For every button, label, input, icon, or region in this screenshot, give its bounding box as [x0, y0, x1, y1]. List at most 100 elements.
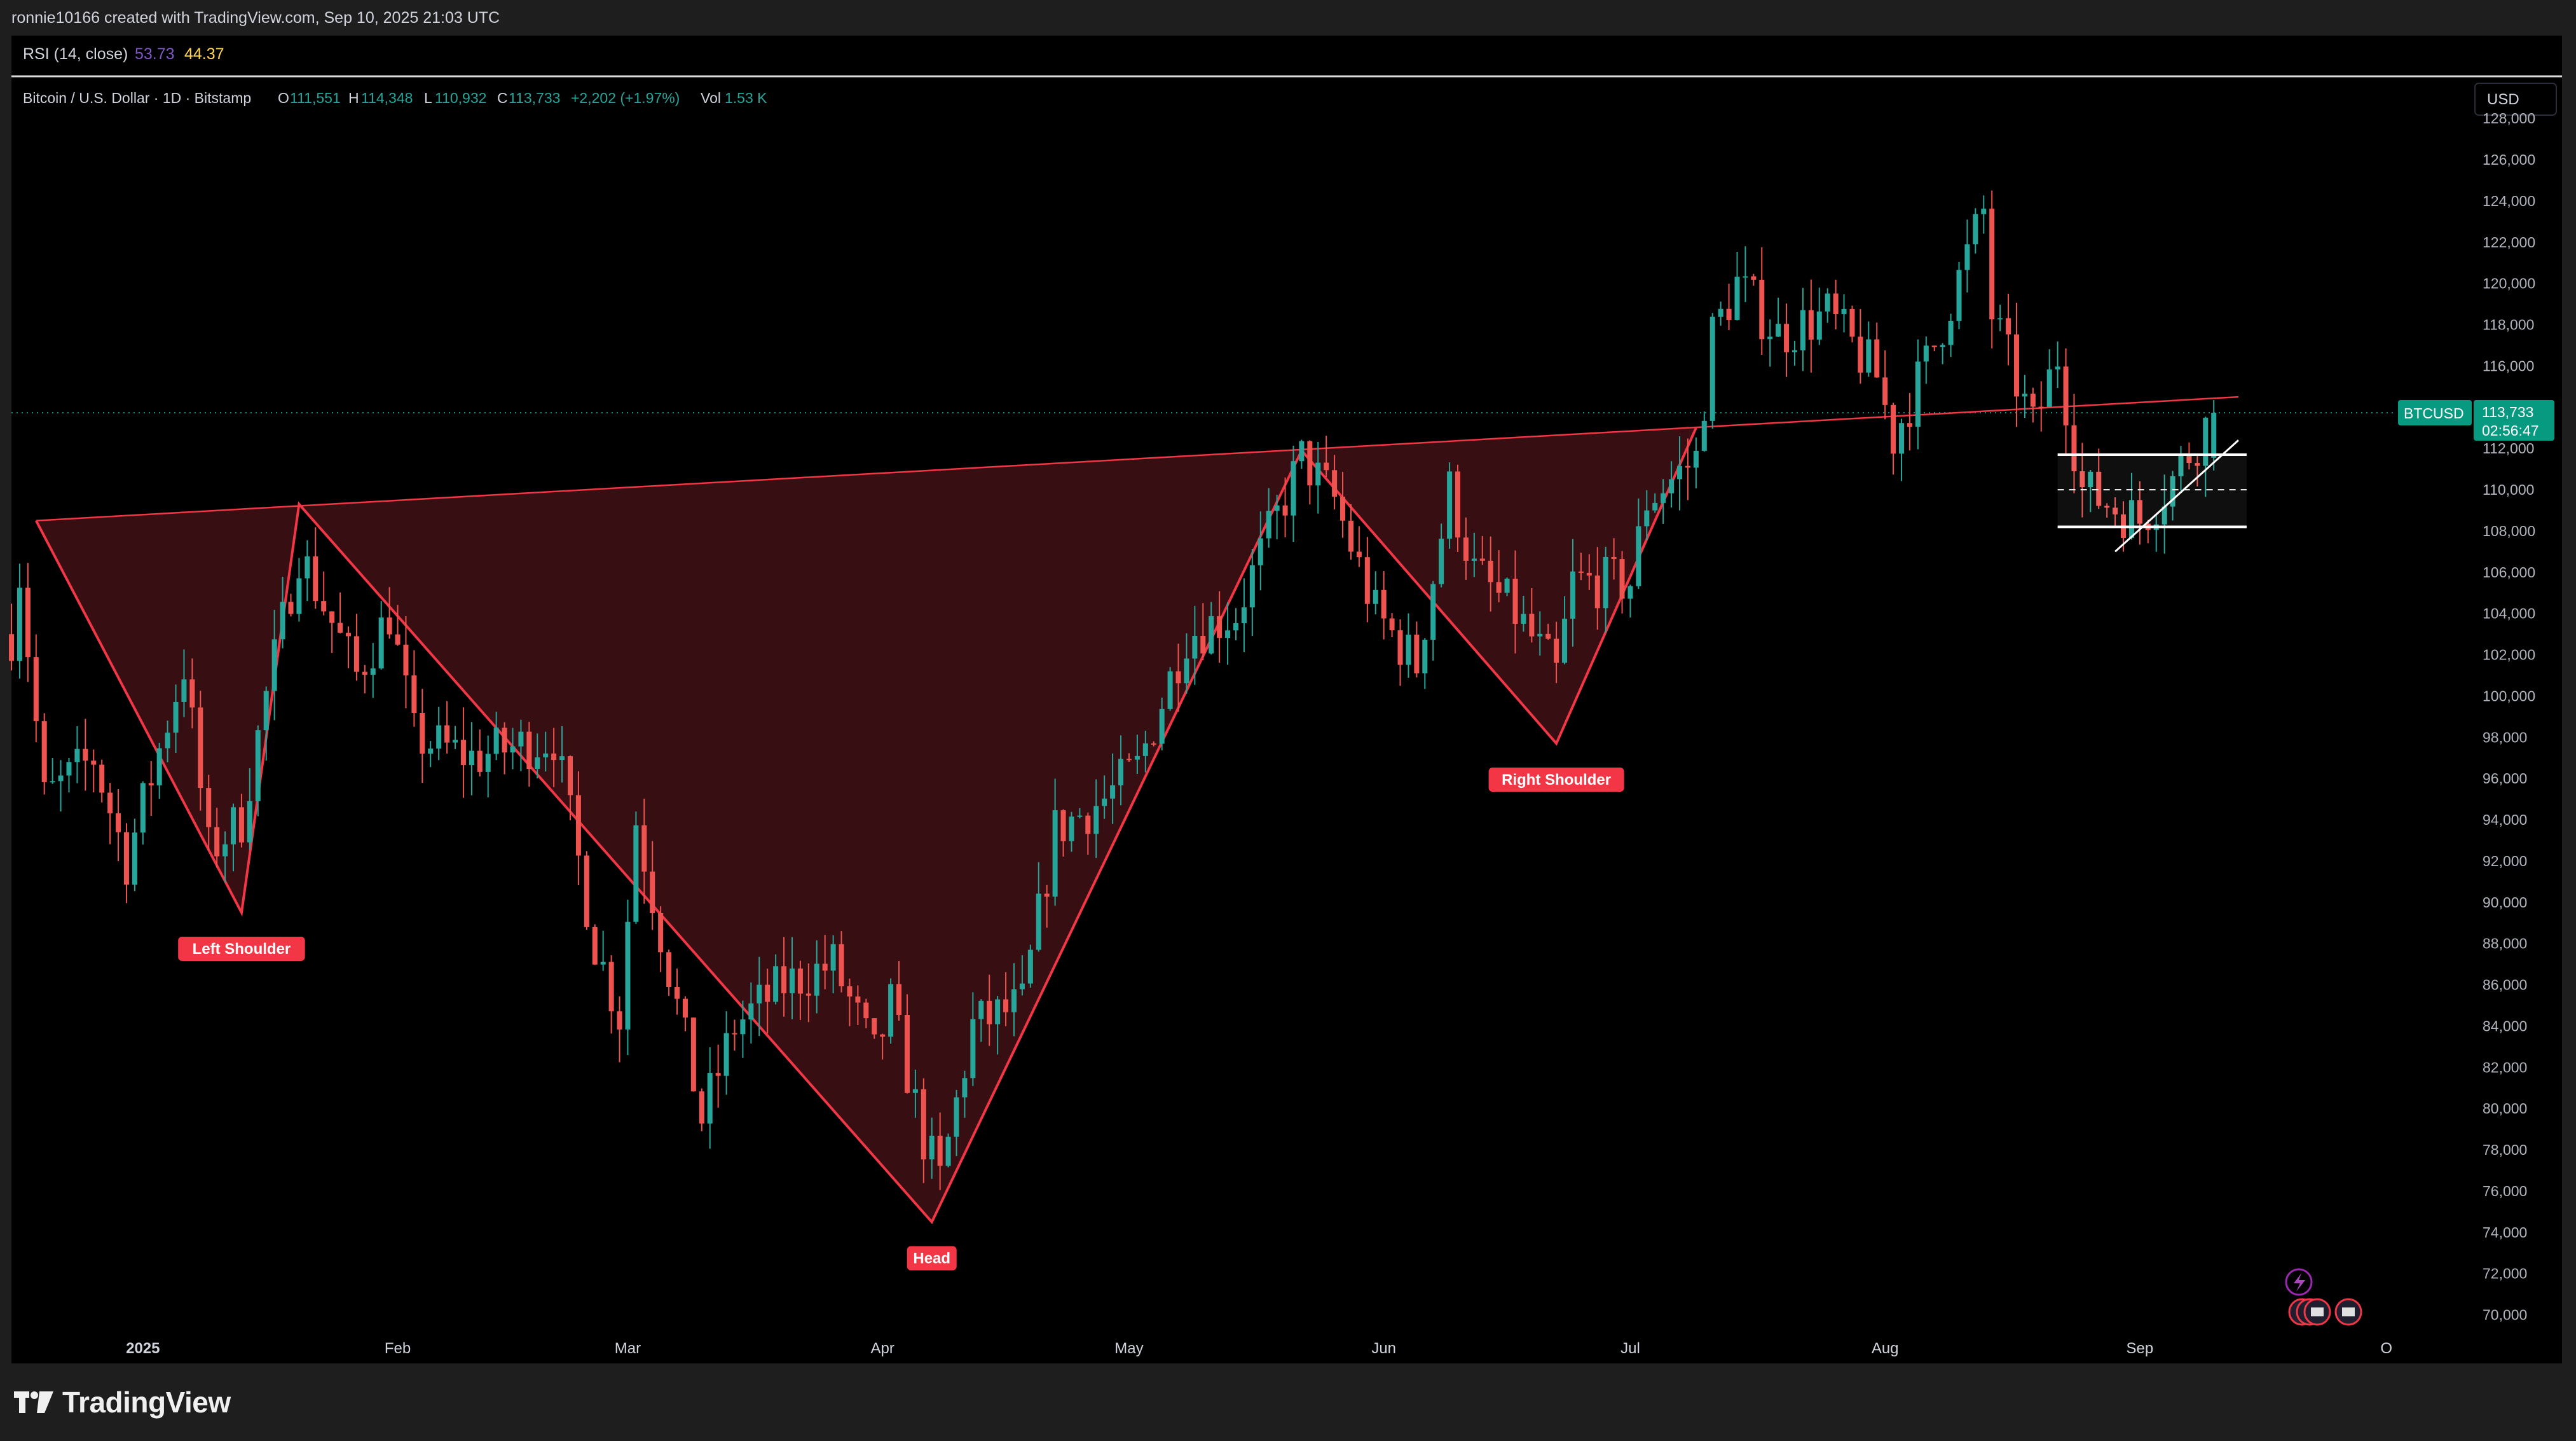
candle-body — [1529, 614, 1535, 637]
price-tag-symbol: BTCUSD — [2404, 405, 2464, 422]
candle-body — [1340, 497, 1346, 521]
candle-body — [1060, 810, 1066, 841]
x-tick-label: Jul — [1620, 1340, 1640, 1357]
candle-body — [757, 984, 762, 1003]
pattern-label-box — [178, 937, 305, 962]
candle-body — [805, 993, 811, 996]
candle-body — [1718, 308, 1723, 317]
candle-body — [2046, 369, 2052, 407]
candle-body — [1134, 755, 1140, 760]
candle-body — [765, 984, 771, 1002]
candle-body — [2195, 463, 2200, 466]
candle-body — [2055, 366, 2060, 369]
event-markers[interactable] — [2285, 1268, 2362, 1326]
candle-body — [641, 825, 647, 872]
candle-body — [1282, 505, 1288, 516]
candle-body — [370, 668, 376, 675]
x-tick-label: Jun — [1371, 1340, 1396, 1357]
candle-body — [477, 750, 483, 772]
candles[interactable] — [8, 190, 2217, 1190]
candle-body — [41, 721, 47, 782]
candle-body — [469, 750, 474, 766]
candle-body — [338, 623, 343, 633]
candle-body — [1011, 989, 1017, 1012]
candle-body — [1389, 618, 1395, 631]
candle-body — [296, 578, 302, 614]
y-tick-label: 94,000 — [2483, 811, 2527, 828]
candle-body — [1167, 671, 1173, 709]
candle-body — [436, 725, 442, 749]
candle-body — [2030, 394, 2036, 407]
us-flag-icon — [2342, 1307, 2355, 1316]
candle-body — [650, 871, 655, 913]
y-tick-label: 128,000 — [2483, 110, 2535, 127]
candle-body — [313, 556, 319, 602]
candle-body — [1003, 999, 1009, 1012]
overlays[interactable]: Left Shoulder Head Right Shoulder — [178, 439, 2247, 1271]
time-axis[interactable]: 2025 Feb Mar Apr May Jun Jul Aug Sep O — [126, 1340, 2392, 1357]
candle-body — [518, 731, 524, 747]
candle-body — [559, 756, 565, 761]
close-label: C — [497, 90, 508, 106]
candle-body — [329, 611, 335, 623]
y-tick-label: 86,000 — [2483, 977, 2527, 993]
candle-body — [156, 748, 162, 786]
candle-body — [1439, 539, 1444, 584]
price-axis[interactable]: 70,000 72,000 74,000 76,000 78,000 80,000 82,0… — [2483, 110, 2535, 1323]
currency-button-label[interactable]: USD — [2487, 91, 2519, 108]
candle-body — [165, 733, 170, 748]
y-tick-label: 92,000 — [2483, 853, 2527, 869]
candle-body — [1052, 810, 1058, 897]
y-tick-label: 116,000 — [2483, 357, 2534, 374]
y-tick-label: 70,000 — [2483, 1307, 2527, 1323]
candle-body — [1077, 815, 1083, 817]
candle-body — [1767, 336, 1773, 340]
candle-body — [1217, 616, 1223, 638]
candle-body — [255, 730, 261, 801]
candle-body — [575, 795, 581, 856]
low-value: 110,932 — [435, 90, 486, 106]
candle-body — [625, 921, 631, 1030]
candle-body — [666, 952, 672, 988]
candle-body — [2137, 500, 2142, 524]
candle-body — [2128, 500, 2134, 538]
currency-button[interactable]: USD — [2474, 83, 2557, 116]
candle-body — [1603, 556, 1608, 609]
pattern-drawing[interactable] — [35, 396, 2239, 1225]
rsi-legend[interactable]: RSI (14, close) 53.73 44.37 — [23, 45, 224, 63]
candle-body — [2211, 412, 2217, 458]
candle-body — [1151, 743, 1156, 745]
symbol-name: Bitcoin / U.S. Dollar · 1D · Bitstamp — [23, 90, 251, 106]
currency-button-box[interactable] — [2474, 83, 2557, 116]
pattern-fill — [36, 427, 1696, 1222]
candle-body — [510, 746, 516, 753]
y-tick-label: 82,000 — [2483, 1059, 2527, 1075]
candle-body — [189, 679, 195, 708]
candle-body — [1512, 578, 1518, 624]
candle-body — [675, 987, 680, 999]
candle-body — [1800, 310, 1805, 350]
lightning-icon[interactable] — [2285, 1268, 2313, 1296]
y-tick-label: 74,000 — [2483, 1224, 2527, 1241]
candle-body — [1743, 276, 1748, 278]
candle-body — [839, 944, 844, 986]
candle-body — [904, 1014, 910, 1093]
candle-body — [140, 783, 146, 833]
tradingview-logo[interactable]: TradingView — [14, 1385, 231, 1419]
price-tag-box — [2474, 399, 2554, 441]
candle-body — [305, 556, 310, 579]
high-value: 114,348 — [361, 90, 413, 106]
candle-body — [1381, 590, 1387, 619]
candle-body — [173, 701, 179, 733]
candle-body — [428, 748, 434, 754]
chart-frame[interactable] — [11, 36, 2562, 1363]
rsi-name: RSI (14, close) — [23, 45, 128, 63]
candle-body — [797, 969, 803, 994]
x-tick-label: Feb — [385, 1340, 411, 1357]
candle-body — [1126, 759, 1132, 761]
candle-body — [1085, 815, 1091, 834]
candle-body — [2170, 476, 2175, 507]
candle-body — [1948, 321, 1954, 345]
candle-body — [1463, 537, 1469, 561]
